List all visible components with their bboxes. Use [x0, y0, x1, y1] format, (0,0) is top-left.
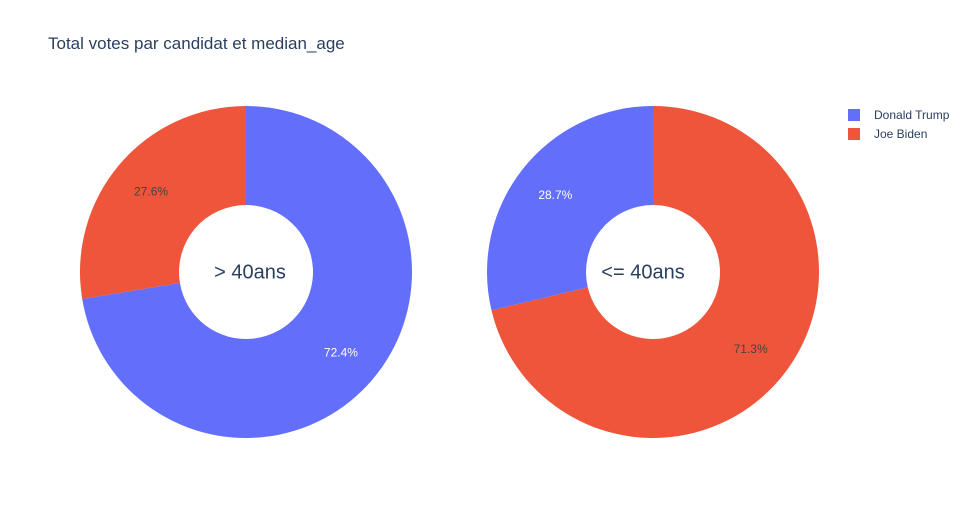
- legend-label-biden: Joe Biden: [874, 127, 928, 141]
- donut-slice-over-40-donald-trump[interactable]: [82, 106, 412, 438]
- legend-item-trump[interactable]: Donald Trump: [848, 108, 949, 122]
- donut-slice-over-40-joe-biden[interactable]: [80, 106, 246, 299]
- legend-label-trump: Donald Trump: [874, 108, 950, 122]
- slice-label-under-40-donald-trump: 28.7%: [538, 188, 572, 202]
- chart-title: Total votes par candidat et median_age: [48, 34, 345, 53]
- slice-label-over-40-donald-trump: 72.4%: [324, 346, 358, 360]
- legend-swatch-biden: [848, 128, 860, 140]
- donut-center-label-over-40: > 40ans: [214, 261, 286, 284]
- slice-label-over-40-joe-biden: 27.6%: [134, 184, 168, 198]
- donut-center-label-under-40: <= 40ans: [601, 261, 685, 284]
- legend-swatch-trump: [848, 109, 860, 121]
- donut-slice-under-40-donald-trump[interactable]: [486, 106, 653, 311]
- legend-item-biden[interactable]: Joe Biden: [848, 127, 927, 141]
- donut-slice-under-40-joe-biden[interactable]: [491, 106, 819, 438]
- slice-label-under-40-joe-biden: 71.3%: [734, 342, 768, 356]
